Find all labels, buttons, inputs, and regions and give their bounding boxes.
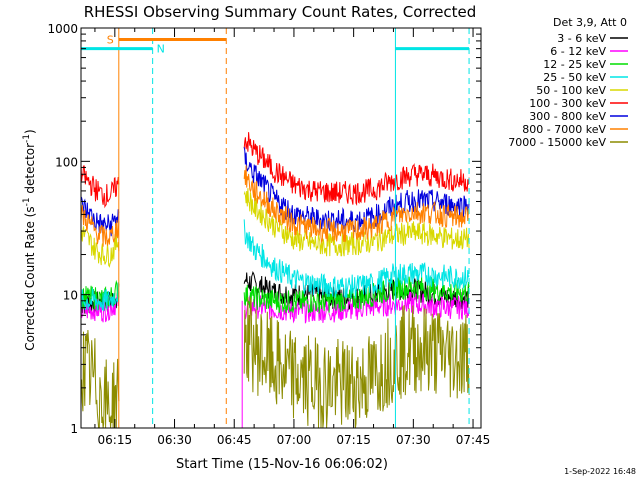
flag-label-N: N [157, 43, 165, 56]
series-line-7-seg-0 [80, 205, 120, 247]
legend-label-5: 100 - 300 keV [529, 97, 606, 110]
legend-label-2: 12 - 25 keV [543, 58, 606, 71]
y-tick-label: 10 [63, 289, 78, 303]
legend-label-6: 300 - 800 keV [529, 110, 606, 123]
series-line-6-seg-0 [80, 196, 120, 237]
x-tick-label: 07:30 [396, 433, 431, 447]
legend-title: Det 3,9, Att 0 [553, 16, 627, 29]
y-label-part2: detector [23, 143, 37, 198]
legend-label-1: 6 - 12 keV [550, 45, 606, 58]
x-tick-label: 06:30 [157, 433, 192, 447]
series-line-8-seg-1 [243, 297, 470, 429]
x-tick-label: 06:15 [98, 433, 133, 447]
y-tick-label: 1000 [47, 22, 78, 36]
x-tick-label: 07:15 [336, 433, 371, 447]
legend-label-4: 50 - 100 keV [536, 84, 606, 97]
y-tick-label: 1 [70, 422, 78, 436]
x-tick-label: 06:45 [217, 433, 252, 447]
legend-label-3: 25 - 50 keV [543, 71, 606, 84]
series-line-1-seg-0 [80, 290, 120, 323]
legend-label-7: 800 - 7000 keV [522, 123, 606, 136]
y-label-sup1: -1 [22, 197, 32, 206]
series-line-5-seg-0 [80, 163, 120, 209]
y-label-part1: Corrected Count Rate (s [23, 206, 37, 350]
series-line-8-seg-0 [80, 329, 120, 429]
flag-label-S: S [107, 33, 114, 46]
plot-frame [80, 27, 482, 429]
y-tick-label: 100 [55, 155, 78, 169]
legend-label-0: 3 - 6 keV [557, 32, 606, 45]
series-line-7-seg-1 [243, 165, 470, 244]
timestamp: 1-Sep-2022 16:48 [564, 467, 636, 476]
legend-label-8: 7000 - 15000 keV [508, 136, 606, 149]
chart-title: RHESSI Observing Summary Count Rates, Co… [84, 3, 477, 21]
series-line-3-seg-1 [243, 219, 470, 299]
x-tick-label: 07:45 [456, 433, 491, 447]
series-line-3-seg-0 [80, 282, 120, 312]
series-line-4-seg-0 [80, 226, 120, 268]
y-axis-label: Corrected Count Rate (s-1 detector-1) [22, 129, 37, 350]
y-label-part3: ) [23, 129, 37, 134]
series-line-5-seg-1 [243, 132, 470, 207]
y-label-sup2: -1 [22, 134, 32, 143]
series-line-6-seg-1 [243, 147, 470, 234]
x-axis-label: Start Time (15-Nov-16 06:06:02) [176, 457, 388, 472]
x-tick-label: 07:00 [277, 433, 312, 447]
